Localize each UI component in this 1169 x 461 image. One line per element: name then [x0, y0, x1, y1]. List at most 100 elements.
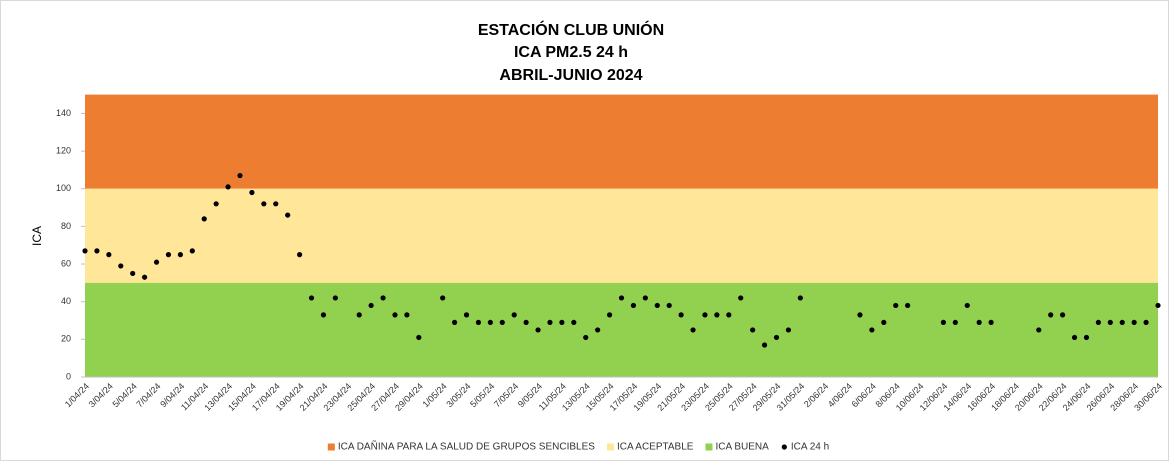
data-point: [773, 334, 780, 341]
data-point: [618, 295, 625, 301]
data-point: [976, 319, 982, 326]
data-point: [130, 270, 136, 277]
data-point: [642, 295, 648, 301]
y-axis-label: ICA: [30, 226, 44, 246]
data-point: [630, 302, 637, 309]
data-point: [142, 274, 148, 280]
band: [85, 188, 1158, 283]
data-point: [726, 312, 732, 318]
data-point: [1131, 319, 1137, 326]
legend-label: ICA BUENA: [715, 442, 769, 453]
data-point: [1155, 302, 1161, 309]
data-point: [702, 312, 708, 318]
data-point: [165, 252, 172, 258]
legend-swatch: [781, 444, 787, 450]
data-point: [487, 319, 493, 326]
data-point: [356, 312, 362, 318]
data-point: [392, 312, 398, 318]
data-point: [952, 319, 958, 326]
data-point: [320, 312, 327, 318]
data-point: [511, 312, 517, 318]
data-point: [547, 319, 553, 326]
y-tick-label: 140: [56, 108, 71, 118]
data-point: [285, 212, 291, 218]
data-point: [380, 295, 386, 301]
data-point: [654, 302, 660, 309]
data-point: [785, 327, 792, 333]
legend-swatch: [327, 443, 335, 451]
band: [85, 94, 1158, 189]
data-point: [738, 295, 744, 301]
data-point: [1060, 312, 1066, 318]
data-point: [1107, 319, 1113, 326]
data-point: [237, 172, 243, 179]
data-point: [273, 201, 279, 207]
data-point: [857, 312, 863, 318]
y-tick-label: 60: [61, 258, 71, 268]
data-point: [94, 248, 100, 254]
data-point: [404, 312, 410, 318]
chart-title: ESTACIÓN CLUB UNIÓN: [478, 20, 664, 39]
data-point: [797, 295, 803, 301]
data-point: [750, 327, 756, 333]
legend-swatch: [606, 443, 614, 451]
data-point: [475, 319, 482, 326]
data-point: [225, 184, 231, 190]
data-point: [189, 248, 195, 254]
data-point: [571, 319, 577, 326]
data-point: [535, 327, 541, 333]
data-point: [595, 327, 601, 333]
chart-title: ABRIL-JUNIO 2024: [499, 67, 642, 84]
data-point: [249, 189, 255, 196]
y-tick-label: 0: [66, 371, 71, 381]
legend-swatch: [705, 443, 713, 451]
data-point: [261, 201, 267, 207]
data-point: [82, 248, 88, 254]
data-point: [988, 319, 994, 326]
data-point: [905, 302, 911, 309]
data-point: [201, 216, 207, 222]
data-point: [118, 263, 124, 269]
data-point: [678, 312, 684, 318]
legend-label: ICA ACEPTABLE: [617, 442, 694, 453]
data-point: [690, 327, 696, 333]
data-point: [308, 295, 315, 301]
data-point: [213, 201, 219, 207]
y-tick-label: 80: [61, 221, 71, 231]
data-point: [761, 342, 768, 348]
y-tick-label: 100: [56, 183, 71, 193]
data-point: [523, 319, 529, 326]
data-point: [451, 319, 458, 326]
data-point: [606, 312, 613, 318]
data-point: [499, 319, 505, 326]
data-point: [940, 319, 947, 326]
data-point: [869, 327, 875, 333]
data-point: [1119, 319, 1125, 326]
data-point: [964, 302, 970, 309]
data-point: [1143, 319, 1149, 326]
data-point: [1083, 334, 1090, 341]
y-tick-label: 40: [61, 296, 71, 306]
data-point: [297, 252, 303, 258]
y-tick-label: 20: [61, 334, 71, 344]
data-point: [440, 295, 446, 301]
data-point: [893, 302, 899, 309]
data-point: [106, 252, 112, 258]
data-point: [177, 252, 183, 258]
data-point: [1095, 319, 1101, 326]
data-point: [583, 334, 589, 341]
data-point: [463, 312, 470, 318]
chart-title: ICA PM2.5 24 h: [514, 44, 628, 61]
data-point: [666, 302, 672, 309]
legend-label: ICA DAÑINA PARA LA SALUD DE GRUPOS SENCI…: [338, 440, 595, 453]
data-point: [153, 259, 160, 265]
data-point: [368, 302, 374, 309]
legend-label: ICA 24 h: [791, 442, 829, 453]
data-point: [332, 295, 338, 301]
data-point: [881, 319, 887, 326]
data-point: [1036, 327, 1042, 333]
data-point: [1071, 334, 1078, 341]
data-point: [1048, 312, 1054, 318]
y-tick-label: 120: [56, 145, 71, 155]
